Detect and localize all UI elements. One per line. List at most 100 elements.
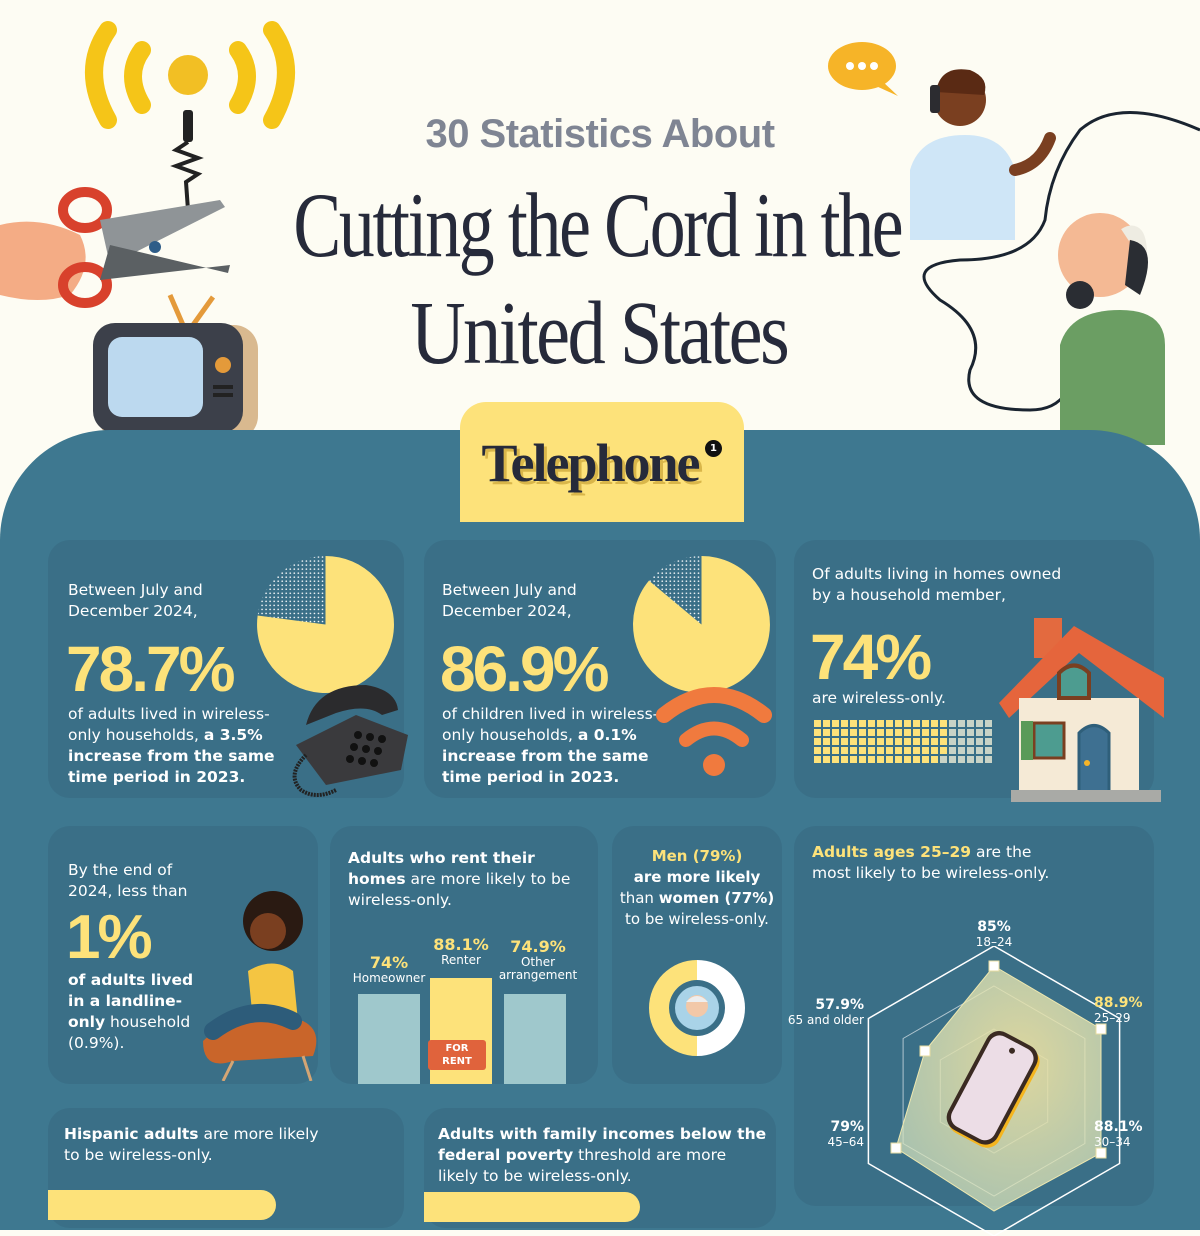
signal-antenna-icon <box>85 21 295 210</box>
waffle-cell <box>832 738 839 745</box>
waffle-cell <box>949 729 956 736</box>
waffle-cell <box>904 756 911 763</box>
card-ages: Adults ages 25–29 are the most likely to… <box>788 826 1154 1236</box>
scissors-hand-icon <box>0 187 230 308</box>
donut-chart-gender <box>649 960 745 1056</box>
waffle-cell <box>895 720 902 727</box>
radar-label-30-34: 88.1% 30–34 <box>1094 1120 1154 1150</box>
waffle-cell <box>823 756 830 763</box>
section-title: Telephone <box>481 433 700 493</box>
waffle-cell <box>976 756 983 763</box>
radar-value: 88.1% <box>1094 1119 1143 1135</box>
card-homeowners: Of adults living in homes owned by a hou… <box>794 540 1164 802</box>
hispanic-bar <box>48 1190 276 1220</box>
waffle-cell <box>859 720 866 727</box>
bar-label-renter: 88.1% Renter <box>430 936 492 967</box>
waffle-cell <box>976 729 983 736</box>
waffle-cell <box>940 729 947 736</box>
page-title-line-1: Cutting the Cord in the <box>293 174 903 276</box>
radar-value: 79% <box>830 1119 864 1135</box>
women-label: women (77%) <box>658 889 775 907</box>
waffle-cell <box>841 729 848 736</box>
radar-age: 18–24 <box>975 935 1013 949</box>
card-body-text: of children lived in wireless-only house… <box>442 705 659 744</box>
card-heading-bold: Adults ages 25–29 <box>812 843 972 861</box>
bar-category: Other arrangement <box>498 955 578 982</box>
waffle-cell <box>967 747 974 754</box>
waffle-cell <box>841 738 848 745</box>
waffle-cell <box>958 720 965 727</box>
waffle-cell <box>841 756 848 763</box>
bar-value: 88.1% <box>433 935 489 954</box>
woman-on-phone-icon <box>203 891 317 1081</box>
waffle-cell <box>931 756 938 763</box>
card-heading-bold: Hispanic adults <box>64 1125 199 1143</box>
waffle-cell <box>985 756 992 763</box>
waffle-grid <box>814 720 996 763</box>
waffle-cell <box>949 720 956 727</box>
waffle-cell <box>868 729 875 736</box>
waffle-cell <box>922 720 929 727</box>
waffle-cell <box>823 720 830 727</box>
waffle-cell <box>895 729 902 736</box>
waffle-cell <box>814 720 821 727</box>
card-heading: Hispanic adults are more likely to be wi… <box>64 1124 324 1166</box>
card-hispanic: Hispanic adults are more likely to be wi… <box>48 1108 404 1228</box>
card-heading-rest: are more likely to be wireless-only. <box>64 1125 319 1164</box>
bar-chart-housing: 74% Homeowner 88.1% Renter FOR RENT 74.9… <box>353 936 578 1084</box>
waffle-cell <box>904 720 911 727</box>
waffle-cell <box>814 729 821 736</box>
footnote-badge: 1 <box>705 440 722 457</box>
waffle-cell <box>913 756 920 763</box>
radar-value: 88.9% <box>1094 995 1143 1011</box>
bar-category: Homeowner <box>352 971 426 985</box>
wifi-icon <box>656 687 772 776</box>
waffle-cell <box>814 747 821 754</box>
card-heading-rest: are more likely to be wireless-only. <box>348 870 571 909</box>
card-heading-bold: Adults who rent their homes <box>348 849 535 888</box>
waffle-cell <box>877 729 884 736</box>
waffle-cell <box>886 720 893 727</box>
waffle-cell <box>913 747 920 754</box>
bar-homeowner <box>358 994 420 1084</box>
waffle-cell <box>868 747 875 754</box>
subtitle: 30 Statistics About <box>425 112 775 156</box>
bar-other-arrangement <box>504 994 566 1084</box>
card-body: of children lived in wireless-only house… <box>442 704 672 788</box>
card-body-text: of adults lived in wireless-only househo… <box>68 705 270 744</box>
sign-line-1: FOR <box>445 1043 469 1054</box>
waffle-cell <box>859 729 866 736</box>
card-heading-rest: threshold are more likely to be wireless… <box>438 1146 727 1185</box>
card-poverty: Adults with family incomes below the fed… <box>424 1108 776 1228</box>
waffle-cell <box>985 738 992 745</box>
radar-value: 57.9% <box>815 997 864 1013</box>
waffle-cell <box>949 747 956 754</box>
waffle-cell <box>859 747 866 754</box>
card-intro: Between July and December 2024, <box>68 581 203 620</box>
waffle-cell <box>859 756 866 763</box>
waffle-cell <box>958 756 965 763</box>
waffle-cell <box>949 738 956 745</box>
bar-value: 74% <box>369 953 409 972</box>
waffle-cell <box>931 747 938 754</box>
waffle-cell <box>886 756 893 763</box>
waffle-cell <box>940 747 947 754</box>
card-adults-wireless: Between July and December 2024, 78.7% of… <box>48 540 408 798</box>
waffle-cell <box>814 756 821 763</box>
card-intro: Of adults living in homes owned by a hou… <box>812 565 1062 604</box>
waffle-cell <box>877 756 884 763</box>
speech-bubble-icon <box>828 42 898 96</box>
waffle-cell <box>931 720 938 727</box>
card-body-text: household (0.9%). <box>68 1013 191 1052</box>
waffle-cell <box>922 756 929 763</box>
radar-value: 85% <box>977 919 1011 935</box>
card-heading: Adults with family incomes below the fed… <box>438 1124 768 1187</box>
waffle-cell <box>967 756 974 763</box>
waffle-cell <box>895 747 902 754</box>
waffle-cell <box>832 729 839 736</box>
waffle-cell <box>967 738 974 745</box>
waffle-cell <box>976 738 983 745</box>
waffle-cell <box>931 729 938 736</box>
waffle-cell <box>841 747 848 754</box>
card-heading: Adults who rent their homes are more lik… <box>348 848 588 911</box>
